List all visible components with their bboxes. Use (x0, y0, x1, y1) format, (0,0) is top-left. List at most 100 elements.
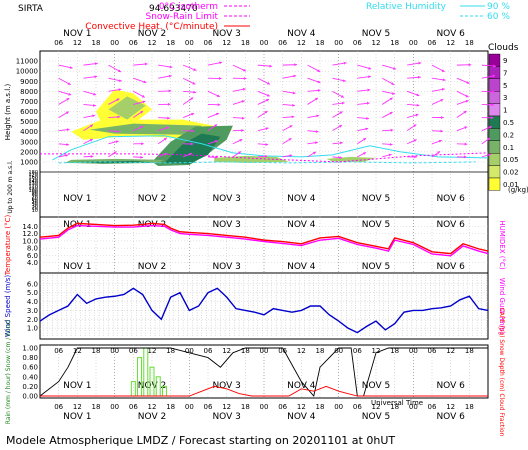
colorbar-tick-label: 1 (503, 107, 507, 115)
wind-arrowhead (390, 128, 394, 132)
wind-arrowhead (93, 92, 97, 96)
wind-arrowhead (189, 152, 193, 156)
universal-time-label: Universal Time (371, 399, 423, 407)
wind-tick: 3.0 (27, 307, 38, 315)
header-legend-label: 0°C isotherm (159, 2, 218, 12)
precip-hour-label-bottom: 06 (54, 403, 63, 411)
lowlevel-day-label: NOV 3 (212, 194, 240, 204)
wind-arrowhead (167, 102, 171, 106)
wind-arrowhead (143, 80, 147, 84)
wind-arrowhead (465, 99, 469, 103)
wind-arrowhead (115, 140, 119, 144)
cloud-height-tick: 3000 (20, 138, 38, 146)
colorbar-swatch (488, 152, 501, 166)
cloud-height-tick: 5000 (20, 118, 38, 126)
precip-hour-label-bottom: 06 (129, 403, 138, 411)
coord-label: 94.693470 (149, 4, 198, 14)
wind-arrowhead (168, 89, 172, 93)
wind-arrowhead (288, 138, 292, 141)
wind-tick: 4.0 (27, 298, 38, 306)
cloud-day-label: NOV 5 (362, 29, 390, 39)
precip-hour-label-top: 12 (372, 347, 381, 355)
cloud-day-label: NOV 2 (138, 29, 166, 39)
wind-arrowhead (266, 93, 270, 97)
wind-arrowhead (167, 116, 170, 120)
precip-hour-label-top: 00 (334, 347, 343, 355)
precip-hour-label-top: 18 (166, 347, 175, 355)
wind-arrowhead (65, 154, 69, 157)
wind-arrowhead (266, 81, 270, 85)
precip-tick: 1.00 (22, 345, 38, 353)
header-legend-label: Snow-Rain Limit (146, 12, 219, 22)
wind-arrowhead (215, 155, 218, 159)
wind-arrowhead (92, 114, 96, 118)
wind-arrowhead (493, 64, 497, 68)
wind-arrowhead (463, 110, 467, 114)
wind-arrowhead (465, 94, 469, 98)
precip-hour-label-bottom: 18 (241, 403, 250, 411)
lowlevel-tick: 20 (32, 206, 38, 212)
cloud-day-label: NOV 6 (436, 29, 465, 39)
colorbar-swatch (488, 140, 501, 154)
cape-axis-label: CAPE (J/g) Snow Depth (cm) Cloud Fractio… (498, 308, 505, 437)
wind-day-label: NOV 1 (63, 262, 91, 272)
colorbar-swatch (488, 66, 501, 80)
precip-tick: 0.00 (22, 393, 38, 401)
wind-speed-axis-label: Wind Speed (m/s) (4, 275, 12, 338)
wind-arrowhead (113, 151, 117, 155)
wind-arrowhead (315, 130, 319, 133)
cloud-hour-label: 06 (129, 39, 138, 47)
cloud-hour-label: 06 (54, 39, 63, 47)
wind-arrowhead (389, 142, 393, 146)
wind-arrowhead (265, 99, 269, 102)
wind-arrowhead (363, 152, 367, 155)
cloud-hour-label: 12 (222, 39, 231, 47)
precip-hour-label-top: 18 (465, 347, 474, 355)
precip-hour-label-top: 18 (241, 347, 250, 355)
wind-arrowhead (368, 75, 371, 79)
cloud-hour-label: 00 (260, 39, 269, 47)
cloud-hour-label: 00 (334, 39, 343, 47)
temp-tick: 6.0 (27, 252, 38, 260)
wind-arrowhead (66, 128, 70, 132)
wind-arrowhead (69, 66, 73, 69)
precip-hour-label-top: 06 (428, 347, 437, 355)
lowlevel-tick: 170 (28, 172, 38, 178)
wind-arrowhead (389, 112, 393, 115)
wind-arrowhead (216, 94, 220, 97)
precip-hour-label-bottom: 00 (409, 403, 418, 411)
wind-arrowhead (215, 112, 219, 116)
cloud-hour-label: 12 (297, 39, 306, 47)
precip-day-label: NOV 6 (436, 381, 465, 391)
wind-arrowhead (168, 74, 172, 78)
wind-arrowhead (317, 69, 321, 72)
wind-arrowhead (317, 88, 321, 92)
lowlevel-tick: 70 (32, 194, 38, 200)
wind-arrowhead (468, 63, 472, 67)
precip-hour-label-bottom: 00 (185, 403, 194, 411)
wind-panel-frame (39, 272, 489, 340)
temp-tick: 14.0 (22, 223, 38, 231)
temp-tick: 10.0 (22, 237, 38, 245)
lowlevel-tick: 90 (32, 190, 38, 196)
cloud-hour-label: 18 (465, 39, 474, 47)
temp-day-label: NOV 6 (436, 220, 465, 230)
wind-arrowhead (417, 75, 421, 79)
wind-arrowhead (242, 68, 246, 72)
colorbar-tick-label: 3 (503, 94, 507, 102)
colorbar-tick-label: 0.01 (503, 181, 519, 189)
wind-arrowhead (366, 101, 370, 105)
wind-day-label: NOV 4 (287, 262, 316, 272)
wind-arrowhead (293, 74, 297, 78)
wind-arrowhead (117, 115, 121, 119)
cloud-hour-label: 00 (409, 39, 418, 47)
temp-series-line (39, 222, 489, 255)
wind-arrowhead (392, 92, 395, 95)
precip-tick: 0.80 (22, 354, 38, 362)
wind-arrowhead (416, 103, 420, 107)
precip-hour-label-bottom: 06 (204, 403, 213, 411)
lowlevel-tick: 50 (32, 199, 38, 205)
wind-arrowhead (169, 65, 173, 69)
temperature-axis-label: Temperature (°C) (4, 215, 12, 277)
